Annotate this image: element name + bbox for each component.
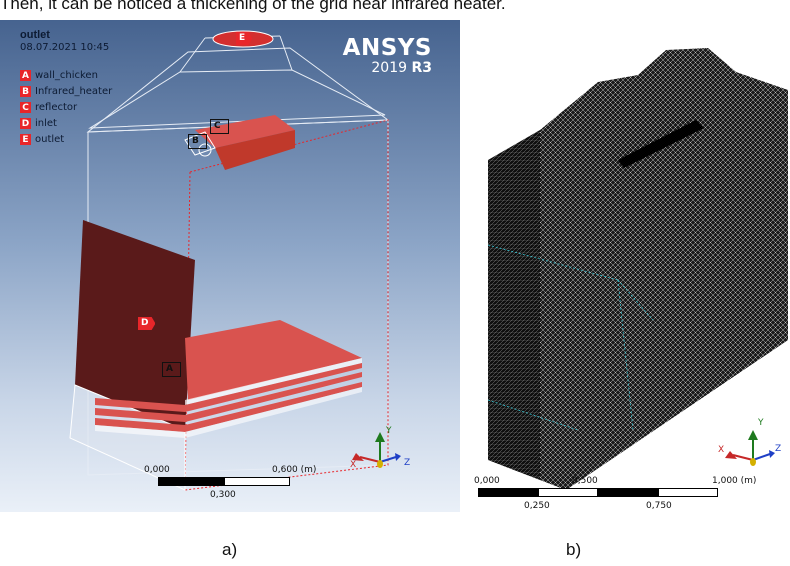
axis-triad: [725, 430, 775, 466]
axis-x-label: X: [350, 460, 357, 470]
reflector-top: [195, 115, 295, 148]
legend-marker: B: [20, 86, 31, 97]
legend-item-outlet[interactable]: E outlet: [20, 132, 112, 147]
mesh-drawing: [487, 48, 788, 490]
heater-slot: [618, 120, 704, 168]
mesh-front-face: [540, 48, 788, 490]
brand-name: ANSYS: [342, 35, 432, 61]
axis-y-label: Y: [758, 418, 764, 428]
mesh-viewport[interactable]: 0,000 0,500 1,000 (m) 0,250 0,750 X Y Z: [468, 20, 790, 512]
hood-inner-edges: [88, 69, 386, 129]
mesh-scale-bar: [478, 488, 718, 498]
inlet-face: [75, 220, 195, 430]
legend-label: Infrared_heater: [35, 86, 113, 97]
reflector-front: [215, 130, 295, 170]
legend-label: inlet: [35, 118, 57, 129]
legend-item-inlet[interactable]: D inlet: [20, 116, 112, 131]
axis-y-label: Y: [386, 426, 392, 436]
shelf-3: [95, 382, 362, 432]
legend-item-reflector[interactable]: C reflector: [20, 100, 112, 115]
legend-label: reflector: [35, 102, 78, 113]
legend-marker: A: [20, 70, 31, 81]
subfigure-label-a: a): [222, 540, 238, 559]
heater-circle: [198, 143, 212, 157]
mesh-side-face: [488, 130, 540, 480]
scale-mid-label: 0,300: [210, 490, 236, 500]
timestamp: 08.07.2021 10:45: [20, 42, 110, 53]
legend-marker: D: [20, 118, 31, 129]
mesh-scale-start: 0,000: [474, 476, 500, 486]
legend-marker: C: [20, 102, 31, 113]
tag-outlet[interactable]: E: [236, 32, 253, 45]
legend-marker: E: [20, 134, 31, 145]
mesh-scale-mid: 0,500: [572, 476, 598, 486]
shelf-top: [185, 320, 362, 400]
scale-end-label: 0,600 (m): [272, 465, 317, 475]
mesh-scale-low1: 0,250: [524, 501, 550, 511]
tag-reflector[interactable]: C: [210, 119, 229, 134]
subfigure-label-b: b): [566, 540, 582, 559]
scale-start-label: 0,000: [144, 465, 170, 475]
axis-z-label: Z: [775, 444, 782, 454]
named-selection-legend: A wall_chicken B Infrared_heater C refle…: [20, 68, 112, 148]
selection-outline: [184, 119, 389, 491]
mesh-scale-low2: 0,750: [646, 501, 672, 511]
axis-z-label: Z: [404, 458, 411, 468]
scale-bar: [158, 477, 290, 487]
legend-item-infrared-heater[interactable]: B Infrared_heater: [20, 84, 112, 99]
selection-title: outlet: [20, 29, 50, 41]
mesh-scale-end: 1,000 (m): [712, 476, 757, 486]
brand-version: 2019 R3: [371, 60, 432, 76]
shelf-2: [95, 372, 362, 422]
figure-caption: Then, it can be noticed a thickening of …: [0, 0, 506, 13]
axis-x-label: X: [718, 445, 725, 455]
tag-wall[interactable]: A: [162, 362, 181, 377]
axis-triad: [352, 432, 401, 468]
ansys-logo: ANSYS 2019 R3: [343, 36, 432, 76]
tag-heater[interactable]: B: [188, 134, 207, 149]
geometry-viewport[interactable]: outlet 08.07.2021 10:45 A wall_chicken B…: [0, 20, 460, 512]
legend-label: outlet: [35, 134, 65, 145]
geometry-drawing: [69, 30, 401, 491]
mesh-edges: [487, 244, 654, 431]
tag-inlet[interactable]: D: [138, 317, 156, 330]
legend-label: wall_chicken: [35, 70, 98, 81]
legend-item-wall-chicken[interactable]: A wall_chicken: [20, 68, 112, 83]
